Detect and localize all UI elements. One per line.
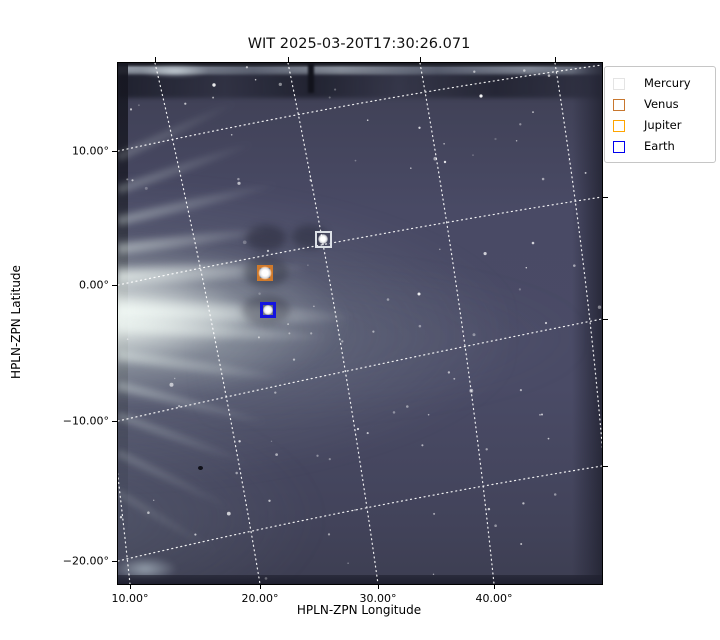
y-tick-mark bbox=[112, 151, 117, 152]
dark-dot bbox=[198, 466, 203, 470]
legend-label: Mercury bbox=[644, 75, 691, 90]
plot-title: WIT 2025-03-20T17:30:26.071 bbox=[247, 36, 471, 52]
x-tick-mark bbox=[260, 584, 261, 589]
x-tick-label: 10.00° bbox=[111, 592, 149, 605]
right-tick-mark bbox=[603, 319, 608, 320]
top-light-band bbox=[118, 66, 602, 75]
top-tick-mark bbox=[288, 57, 289, 62]
streamer-lower-haze bbox=[118, 403, 318, 584]
top-left-bright-blob bbox=[140, 65, 210, 77]
y-tick-mark bbox=[112, 561, 117, 562]
sky-image bbox=[118, 63, 602, 584]
top-dark-edge bbox=[118, 63, 602, 67]
legend-item-jupiter: Jupiter bbox=[613, 115, 709, 136]
planet-dot-earth bbox=[263, 305, 273, 315]
bottom-dark-edge bbox=[118, 575, 602, 584]
legend: Mercury Venus Jupiter Earth bbox=[604, 66, 716, 163]
y-axis-label: HPLN-ZPN Latitude bbox=[9, 265, 23, 379]
right-tick-mark bbox=[603, 466, 608, 467]
legend-swatch-venus bbox=[613, 98, 625, 111]
x-axis-label: HPLN-ZPN Longitude bbox=[296, 603, 422, 617]
y-tick-label: −20.00° bbox=[62, 554, 109, 568]
x-tick-mark bbox=[494, 584, 495, 589]
y-tick-mark bbox=[112, 421, 117, 422]
coordinate-grid bbox=[118, 63, 602, 584]
top-blotchy-band bbox=[118, 74, 602, 98]
legend-label: Venus bbox=[644, 96, 679, 111]
top-tick-mark bbox=[420, 57, 421, 62]
legend-swatch-earth bbox=[613, 140, 625, 153]
x-tick-label: 40.00° bbox=[475, 592, 513, 605]
planet-marker-mercury bbox=[314, 230, 332, 248]
y-tick-label: −10.00° bbox=[62, 414, 109, 428]
x-tick-label: 30.00° bbox=[359, 592, 397, 605]
legend-item-earth: Earth bbox=[613, 136, 709, 157]
y-tick-label: 0.00° bbox=[79, 278, 109, 292]
legend-label: Jupiter bbox=[644, 117, 682, 132]
x-tick-mark bbox=[130, 584, 131, 589]
dark-spot bbox=[246, 225, 286, 251]
legend-label: Earth bbox=[644, 138, 675, 153]
y-tick-label: 10.00° bbox=[72, 144, 109, 158]
y-tick-mark bbox=[112, 285, 117, 286]
x-tick-label: 20.00° bbox=[241, 592, 279, 605]
planet-dot-mercury bbox=[318, 234, 328, 244]
top-tick-mark bbox=[155, 57, 156, 62]
legend-item-venus: Venus bbox=[613, 94, 709, 115]
top-tick-mark bbox=[555, 57, 556, 62]
right-tick-mark bbox=[603, 197, 608, 198]
graticule-and-stars bbox=[118, 63, 602, 584]
top-dark-streak bbox=[308, 63, 314, 93]
planet-marker-earth bbox=[260, 302, 276, 318]
plot-axes bbox=[117, 62, 603, 585]
planet-marker-venus bbox=[257, 265, 273, 281]
legend-swatch-mercury bbox=[613, 77, 625, 90]
x-tick-mark bbox=[378, 584, 379, 589]
legend-item-mercury: Mercury bbox=[613, 73, 709, 94]
legend-swatch-jupiter bbox=[613, 119, 625, 132]
planet-dot-venus bbox=[258, 266, 272, 280]
starfield bbox=[119, 66, 602, 580]
